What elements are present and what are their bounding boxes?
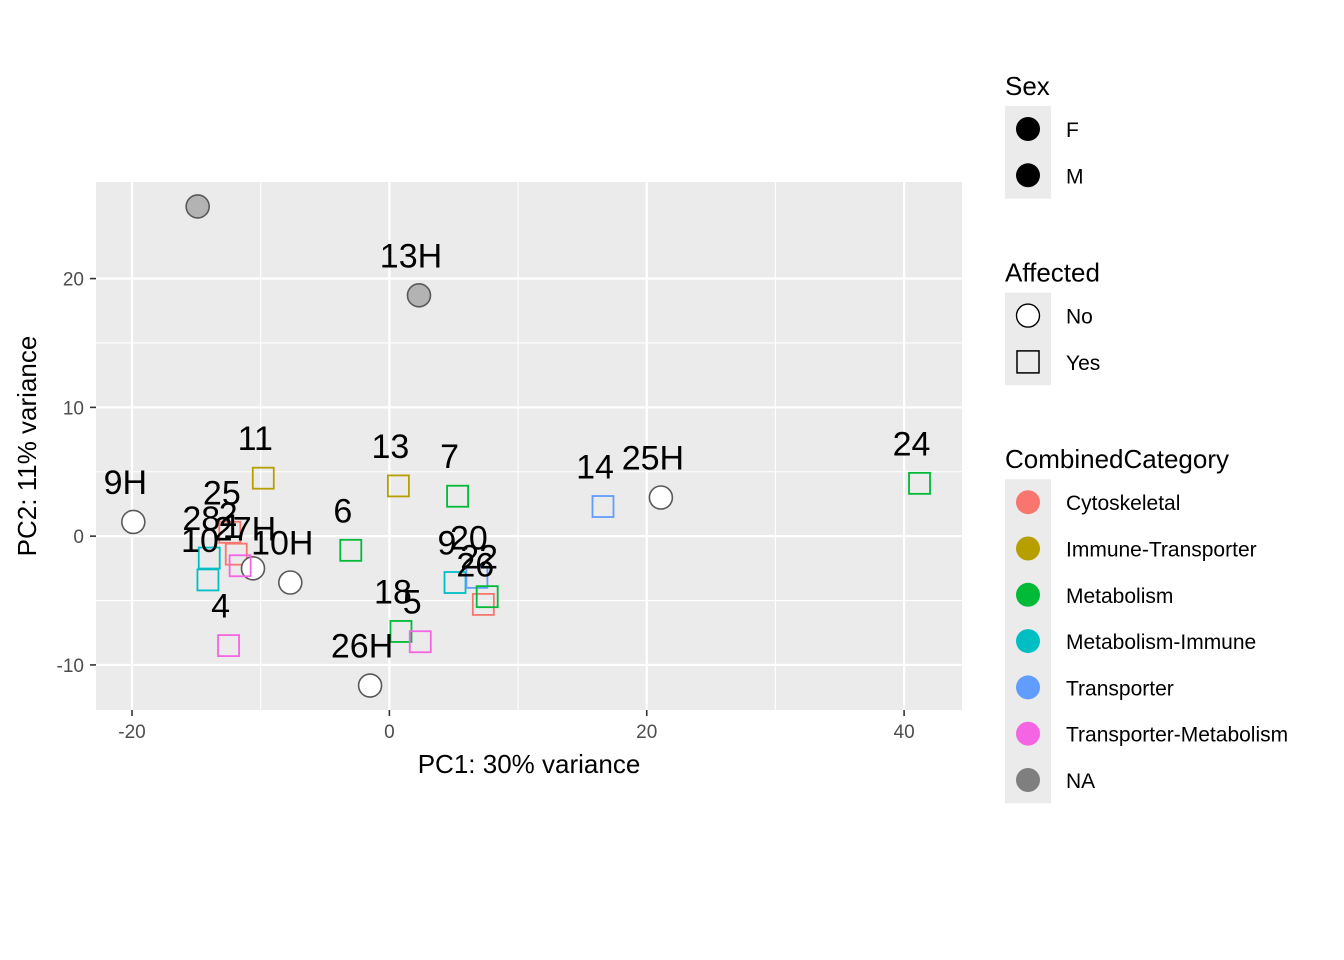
data-point-square [446, 484, 469, 508]
legend-label: M [1066, 165, 1084, 188]
data-point-circle [185, 194, 210, 219]
legend-key-circle-filled [1016, 629, 1040, 654]
point-label: 18 [374, 573, 412, 611]
legend-key-circle-filled [1016, 768, 1040, 792]
point-label: 26H [331, 628, 393, 666]
point-label: 6 [333, 492, 352, 530]
data-point-square [217, 634, 240, 658]
legend-key-circle-filled [1016, 163, 1040, 188]
data-point-circle [357, 673, 383, 698]
point-label: 24 [893, 425, 931, 463]
data-point-circle [406, 283, 432, 308]
data-point-square [251, 466, 275, 490]
legend-label: No [1066, 306, 1093, 329]
y-tick-label: 20 [63, 270, 84, 291]
point-label: 13H [380, 237, 442, 275]
data-point-square [471, 593, 495, 616]
data-point-square [228, 554, 252, 578]
data-point-square [224, 542, 248, 566]
legend-label: Transporter [1066, 677, 1174, 700]
legend-key-circle-open [1015, 303, 1041, 328]
legend-title: Affected [1005, 258, 1100, 288]
legend-title: Sex [1005, 71, 1050, 101]
data-point-circle [648, 485, 674, 510]
legend-key-circle-filled [1016, 582, 1040, 607]
point-label: 4 [211, 588, 230, 626]
point-label: 25 [203, 474, 241, 512]
y-tick-label: -10 [57, 656, 84, 677]
plot-panel [96, 182, 962, 710]
data-point-square [591, 495, 615, 518]
data-point-square [386, 474, 410, 498]
point-label: 22 [460, 539, 498, 577]
point-label: 9H [104, 464, 147, 502]
legend-label: Transporter-Metabolism [1066, 724, 1288, 747]
legend-key-circle-filled [1016, 117, 1040, 141]
legend-key-circle-filled [1016, 536, 1040, 561]
legend-label: Metabolism [1066, 585, 1173, 608]
data-point-square [475, 585, 499, 609]
data-point-square [339, 538, 363, 562]
data-point-circle [240, 556, 266, 581]
point-label: 11 [238, 420, 273, 458]
y-tick-label: 10 [63, 398, 84, 419]
y-tick-label: 0 [73, 527, 84, 548]
legend-label: Metabolism-Immune [1066, 631, 1256, 654]
data-points [121, 194, 931, 698]
point-label: 27H [214, 510, 276, 548]
legend-label: F [1066, 119, 1079, 142]
point-label: 25H [622, 440, 684, 478]
point-label: 1 [223, 508, 242, 546]
legend-label: Yes [1066, 352, 1100, 375]
y-axis: -10 0 10 20 [57, 270, 96, 677]
legend-label: Cytoskeletal [1066, 492, 1180, 515]
point-label: 20 [450, 519, 488, 557]
legend-title: CombinedCategory [1005, 444, 1229, 474]
point-label: 10 [181, 522, 219, 560]
legend-key-circle-filled [1016, 490, 1040, 515]
legend-label: NA [1066, 770, 1095, 793]
point-label: 7 [440, 438, 459, 476]
x-tick-label: 20 [636, 722, 657, 743]
y-axis-title: PC2: 11% variance [12, 336, 42, 557]
point-label: 28 [182, 500, 220, 538]
legends: Sex FM Affected No Yes CombinedCategory Cytosk… [1005, 71, 1288, 804]
point-label: 5 [403, 584, 422, 622]
x-axis-title: PC1: 30% variance [418, 749, 641, 779]
data-point-circle [278, 570, 303, 595]
legend-key-square-open [1016, 350, 1040, 374]
point-label: 26 [456, 546, 494, 584]
data-point-square [408, 630, 432, 654]
point-label: 10H [251, 525, 313, 563]
data-point-square [196, 568, 220, 592]
grid-minor [96, 182, 962, 710]
point-label: 13 [371, 428, 409, 466]
x-tick-label: -20 [118, 722, 145, 743]
x-tick-label: 0 [384, 722, 395, 743]
x-tick-label: 40 [894, 722, 915, 743]
point-label: 14 [576, 449, 614, 487]
legend-key-circle-filled [1016, 721, 1040, 746]
data-point-circle [121, 509, 146, 535]
data-point-square [908, 471, 931, 495]
point-label: 2 [219, 496, 238, 534]
x-axis: -20 0 20 40 [118, 710, 915, 743]
legend-key-circle-filled [1016, 675, 1040, 700]
point-label: 9 [438, 525, 457, 563]
legend-label: Immune-Transporter [1066, 539, 1257, 562]
